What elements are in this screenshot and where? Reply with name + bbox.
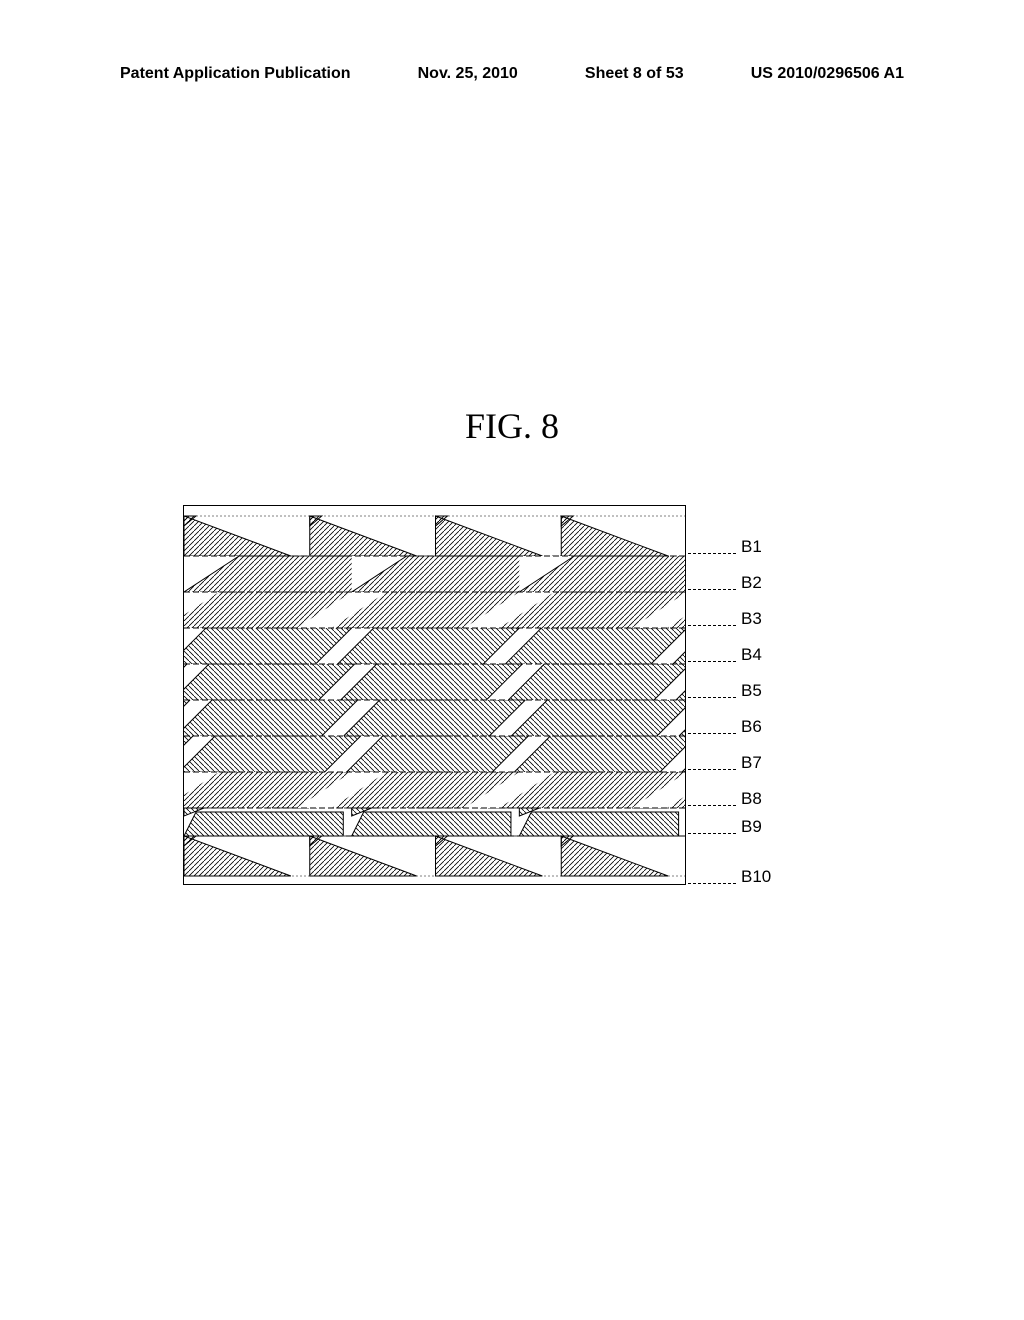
sheet-number: Sheet 8 of 53 <box>585 65 684 83</box>
leader-line <box>688 833 736 834</box>
diagram-box <box>183 505 686 885</box>
pub-type: Patent Application Publication <box>120 65 351 83</box>
figure-title: FIG. 8 <box>465 405 559 447</box>
leader-line <box>688 661 736 662</box>
band-label: B1 <box>741 537 762 557</box>
pub-number: US 2010/0296506 A1 <box>751 65 904 83</box>
leader-line <box>688 769 736 770</box>
header: Patent Application Publication Nov. 25, … <box>0 65 1024 83</box>
diagram-container: B1B2B3B4B5B6B7B8B9B10 <box>183 505 718 885</box>
leader-line <box>688 589 736 590</box>
diagram-svg <box>184 506 686 885</box>
leader-line <box>688 625 736 626</box>
band-label: B9 <box>741 817 762 837</box>
band-label: B2 <box>741 573 762 593</box>
leader-line <box>688 733 736 734</box>
band-label: B6 <box>741 717 762 737</box>
leader-line <box>688 883 736 884</box>
pub-date: Nov. 25, 2010 <box>418 65 518 83</box>
band-label: B5 <box>741 681 762 701</box>
leader-line <box>688 697 736 698</box>
band-label: B10 <box>741 867 771 887</box>
leader-line <box>688 553 736 554</box>
band-label: B4 <box>741 645 762 665</box>
band-label: B8 <box>741 789 762 809</box>
band-label: B7 <box>741 753 762 773</box>
band-label: B3 <box>741 609 762 629</box>
leader-line <box>688 805 736 806</box>
